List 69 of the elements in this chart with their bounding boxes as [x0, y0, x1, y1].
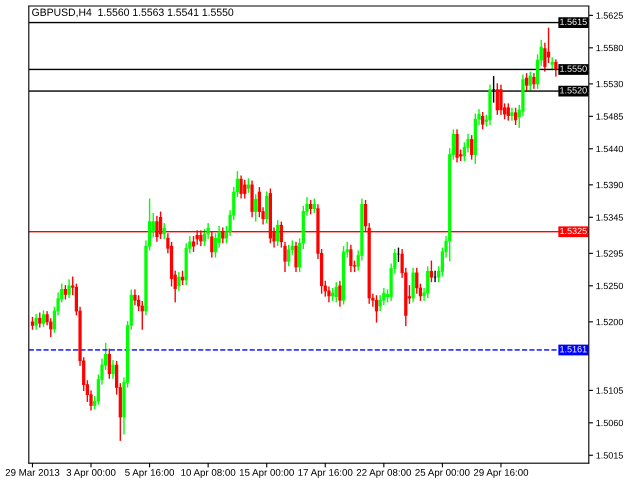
- y-tick-label: 1.5250: [596, 282, 624, 290]
- candlestick: [481, 112, 484, 130]
- candlestick: [510, 108, 514, 121]
- x-tick-label: 3 Apr 00:00: [66, 469, 116, 478]
- y-tick-label: 1.5295: [596, 250, 623, 257]
- candlestick: [338, 280, 342, 307]
- candlestick: [470, 135, 474, 160]
- candlestick: [496, 83, 499, 115]
- x-tick-label: 29 Apr 16:00: [474, 469, 528, 478]
- candlestick: [550, 57, 554, 70]
- y-tick-label: 1.5440: [596, 146, 624, 152]
- y-tick-label: 1.5530: [596, 80, 624, 88]
- candlestick: [334, 282, 338, 302]
- x-tick-label: 17 Apr 16:00: [298, 469, 352, 478]
- candlestick: [430, 260, 434, 282]
- y-tick-label: 1.5200: [596, 318, 624, 326]
- y-tick-label: 1.5390: [596, 182, 624, 188]
- candlestick: [180, 270, 184, 286]
- ref-line-label: 1.5520: [560, 87, 587, 94]
- candlestick: [514, 108, 518, 125]
- candlestick: [554, 59, 558, 77]
- candlestick: [528, 72, 532, 90]
- candlestick: [177, 272, 180, 291]
- candlestick: [330, 288, 334, 301]
- candlestick: [294, 242, 298, 272]
- x-tick-label: 22 Apr 08:00: [356, 469, 412, 478]
- candlestick: [239, 175, 243, 199]
- y-tick-label: 1.5015: [596, 452, 623, 459]
- chart-title: GBPUSD,H4 1.5560 1.5563 1.5541 1.5550: [32, 8, 234, 18]
- candlestick: [30, 316, 34, 330]
- x-tick-label: 15 Apr 00:00: [240, 469, 294, 478]
- candlestick: [64, 285, 68, 300]
- candlestick: [312, 198, 316, 213]
- candlestick: [246, 178, 250, 193]
- ref-line-label: 1.5615: [560, 18, 587, 26]
- candlestick: [254, 194, 258, 222]
- candlestick: [287, 244, 290, 266]
- ref-line-label: 1.5550: [560, 65, 587, 72]
- candlestick: [162, 223, 166, 239]
- candlestick: [499, 84, 503, 115]
- y-tick-label: 1.5345: [596, 214, 623, 221]
- candlestick: [309, 200, 312, 214]
- candlestick: [349, 244, 353, 272]
- y-tick-label: 1.5625: [596, 12, 623, 19]
- ref-line-label: 1.5325: [560, 228, 587, 234]
- candlestick: [426, 266, 430, 298]
- candlestick: [455, 129, 459, 162]
- candlestick: [265, 191, 268, 224]
- x-tick-label: 29 Mar 2013: [6, 469, 60, 476]
- candlestick: [243, 180, 246, 199]
- y-tick-label: 1.5060: [596, 420, 624, 426]
- candlestick: [506, 103, 510, 121]
- candlestick: [374, 295, 378, 323]
- ref-line-label: 1.5161: [560, 346, 587, 352]
- y-tick-label: 1.5485: [596, 113, 623, 120]
- candlestick: [111, 360, 115, 379]
- y-tick-label: 1.5580: [596, 44, 624, 52]
- candlestick: [42, 310, 46, 327]
- x-tick-label: 5 Apr 16:00: [125, 469, 174, 478]
- candlestick: [532, 73, 536, 89]
- candlestick: [108, 348, 111, 379]
- candlestick: [546, 28, 550, 63]
- x-tick-label: 25 Apr 00:00: [415, 469, 470, 478]
- candlestick: [38, 312, 42, 328]
- candlestick: [34, 314, 38, 330]
- y-tick-label: 1.5105: [596, 387, 623, 394]
- candlestick: [67, 279, 71, 298]
- candlestick: [276, 220, 280, 246]
- x-tick-label: 10 Apr 08:00: [181, 469, 236, 478]
